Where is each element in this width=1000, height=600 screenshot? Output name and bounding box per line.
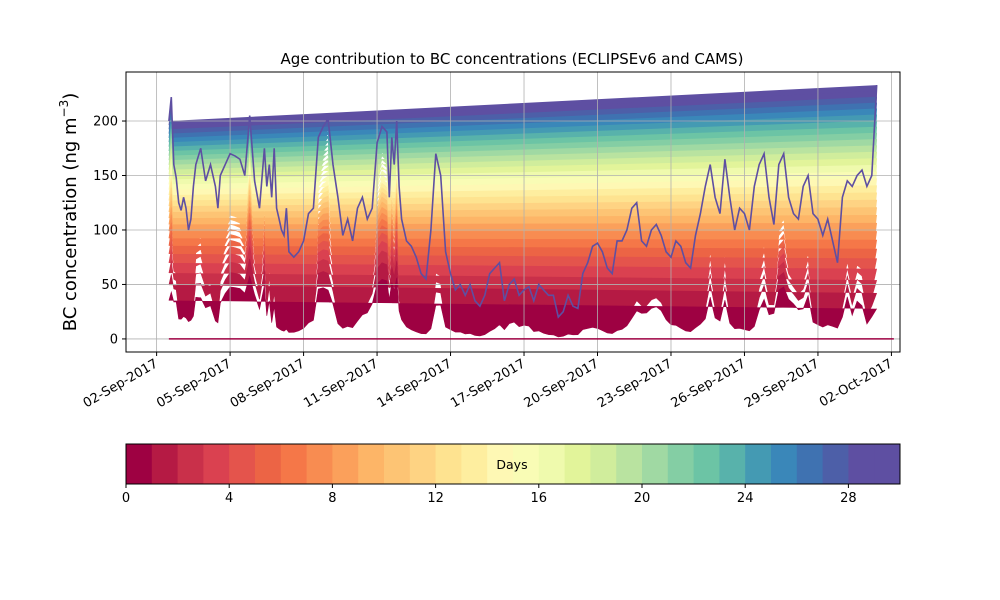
chart-title: Age contribution to BC concentrations (E… [281,50,744,68]
colorbar-segment [229,444,256,484]
colorbar-segment [590,444,617,484]
colorbar-frame [125,443,901,485]
colorbar-segment [384,444,411,484]
colorbar-segment [306,444,333,484]
colorbar-ticks: 0 4 8 12 16 20 24 28 [122,484,857,506]
y-tick-label: 200 [93,115,118,130]
colorbar-segment [151,444,179,484]
colorbar-segment [771,444,798,484]
colorbar-segment [332,444,359,484]
total-line-series [168,85,894,340]
grid [126,72,900,352]
y-axis-label-close: ) [60,93,81,100]
colorbar-segment [126,444,153,484]
colorbar-tick-label: 8 [328,491,336,506]
area-band-0 [168,275,877,338]
y-tick-label: 100 [93,223,118,238]
colorbar-label: Days [496,457,527,472]
colorbar-segment [409,444,437,484]
colorbar-segment [513,444,540,484]
colorbar-segment [822,444,849,484]
colorbar-segment [461,444,488,484]
colorbar-segment [642,444,669,484]
colorbar-segment [358,444,385,484]
colorbar-segment [203,444,230,484]
plot-area-frame [125,71,901,353]
colorbar-tick-label: 16 [531,491,548,506]
colorbar-segment [745,444,772,484]
y-tick-label: 150 [93,169,118,184]
colorbar-segment [874,444,901,484]
colorbar-tick-label: 4 [225,491,233,506]
colorbar-segment [796,444,824,484]
colorbar-segment [435,444,462,484]
colorbar-tick-label: 0 [122,491,130,506]
colorbar-segment [564,444,591,484]
colorbar-tick-label: 24 [737,491,754,506]
y-axis-label-main: BC concentration (ng m [60,117,81,331]
y-tick-label: 50 [101,278,118,293]
colorbar-segment [487,444,514,484]
colorbar-segment [693,444,720,484]
colorbar-segment [280,444,308,484]
colorbar-segment [848,444,875,484]
y-axis-label: BC concentration (ng m−3) [57,93,81,332]
colorbar-tick-label: 12 [427,491,444,506]
total-line [168,85,878,319]
colorbar-segment [177,444,204,484]
colorbar-segment [538,444,566,484]
colorbar-tick-label: 20 [634,491,651,506]
colorbar [126,444,901,484]
stacked-area-series [168,85,877,338]
y-axis-ticks: 0 50 100 150 200 [93,115,126,347]
colorbar-segment [616,444,643,484]
y-axis-label-sup: −3 [57,100,71,118]
colorbar-segment [667,444,695,484]
colorbar-segment [255,444,282,484]
colorbar-tick-label: 28 [840,491,857,506]
y-tick-label: 0 [110,332,118,347]
colorbar-segment [719,444,746,484]
